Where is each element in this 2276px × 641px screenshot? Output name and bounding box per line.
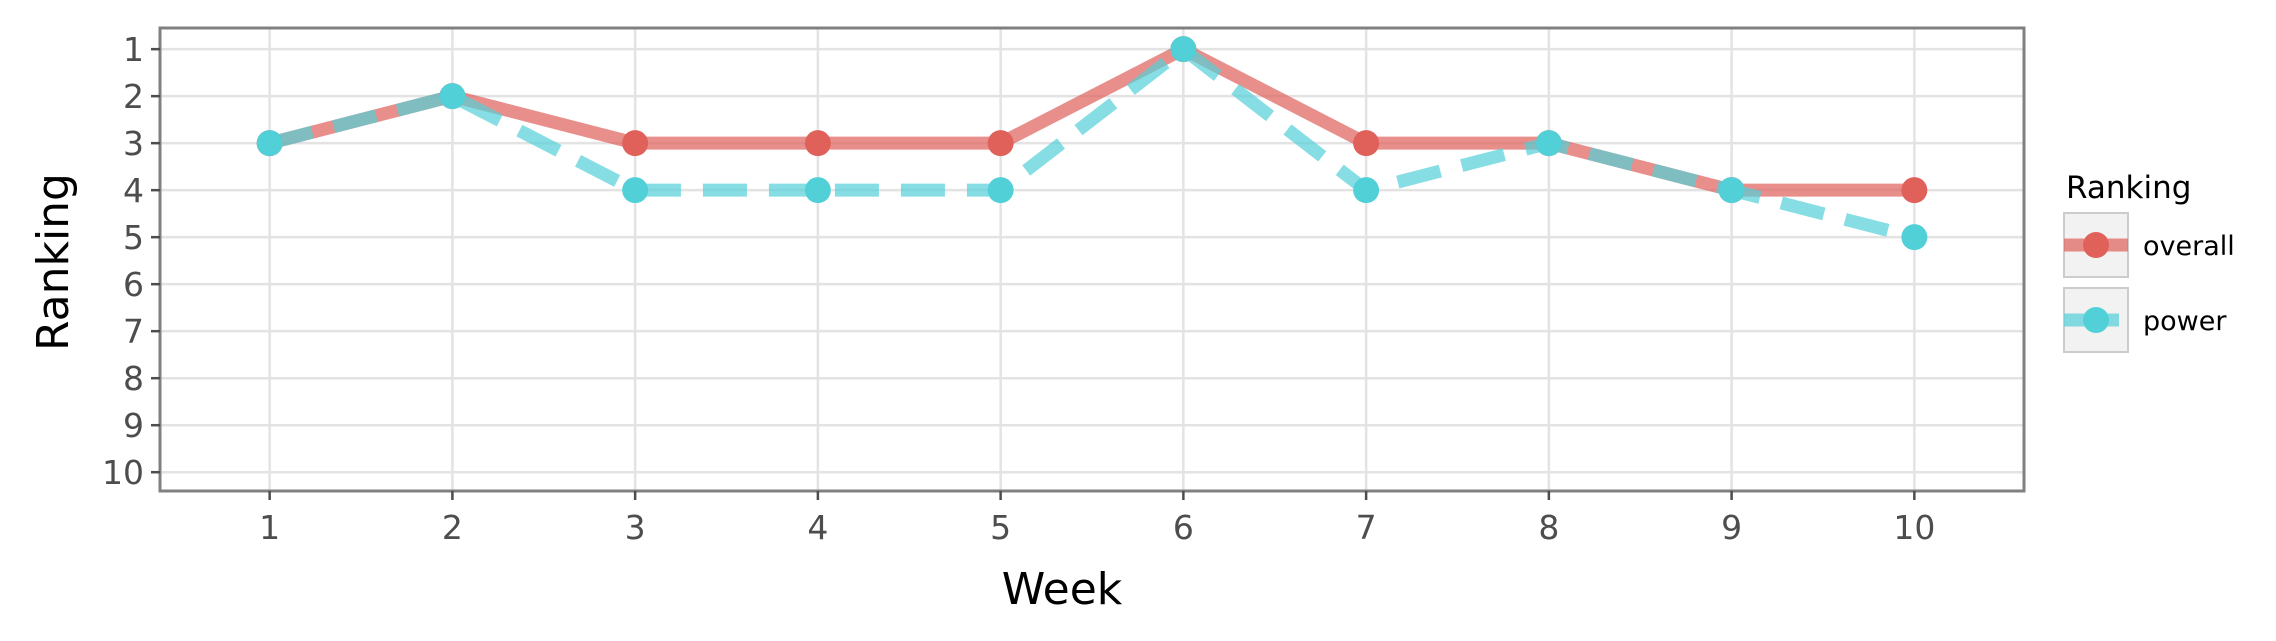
series-line-overall	[268, 42, 1915, 197]
x-tick-label: 9	[1721, 508, 1742, 547]
legend-item-power: power	[2063, 287, 2227, 353]
data-point-power	[1353, 177, 1380, 204]
x-tick-label: 4	[807, 508, 828, 547]
y-tick-label: 5	[123, 218, 144, 257]
x-tick-label: 2	[442, 508, 463, 547]
x-axis-ticks: 1 2 3 4 5 6 7 8 9 10	[259, 491, 1935, 547]
y-tick-label: 2	[123, 77, 144, 116]
x-tick-label: 1	[259, 508, 280, 547]
data-point-overall	[987, 130, 1014, 157]
y-tick-label: 7	[123, 312, 144, 351]
y-tick-label: 9	[123, 406, 144, 445]
series-points	[256, 36, 1928, 251]
data-point-power	[987, 177, 1014, 204]
series-line-power	[268, 42, 1916, 244]
legend-label: overall	[2143, 231, 2235, 262]
y-tick-label: 1	[123, 30, 144, 69]
data-point-overall	[622, 130, 649, 157]
x-tick-label: 3	[625, 508, 646, 547]
y-tick-label: 10	[102, 453, 144, 492]
data-point-power	[1535, 130, 1562, 157]
vertical-gridlines	[268, 28, 1916, 491]
data-point-power	[622, 177, 649, 204]
x-tick-label: 6	[1173, 508, 1194, 547]
legend-key-point	[2083, 232, 2109, 258]
data-point-power	[256, 130, 283, 157]
data-point-power	[1901, 224, 1928, 251]
legend-key-point	[2083, 307, 2109, 333]
x-tick-label: 8	[1538, 508, 1559, 547]
x-tick-label: 10	[1893, 508, 1935, 547]
y-tick-label: 3	[123, 124, 144, 163]
legend-item-overall: overall	[2063, 212, 2235, 278]
legend: Ranking overall power	[2063, 170, 2235, 353]
data-point-power	[1170, 36, 1197, 63]
y-tick-label: 4	[123, 171, 144, 210]
data-point-overall	[1353, 130, 1380, 157]
data-point-overall	[1901, 177, 1928, 204]
y-tick-label: 6	[123, 265, 144, 304]
y-tick-label: 8	[123, 359, 144, 398]
x-axis-title: Week	[1002, 564, 1123, 615]
horizontal-gridlines	[160, 47, 2024, 474]
series-lines	[268, 42, 1916, 244]
x-tick-label: 5	[990, 508, 1011, 547]
data-point-power	[1718, 177, 1745, 204]
legend-title: Ranking	[2066, 170, 2191, 206]
y-axis-ticks: 1 2 3 4 5 6 7 8 9 10	[102, 30, 160, 492]
y-axis-title: Ranking	[28, 173, 79, 351]
data-point-power	[439, 83, 466, 110]
data-point-overall	[804, 130, 831, 157]
x-tick-label: 7	[1356, 508, 1377, 547]
data-point-power	[804, 177, 831, 204]
legend-label: power	[2143, 306, 2227, 337]
plot-border	[158, 26, 2026, 493]
